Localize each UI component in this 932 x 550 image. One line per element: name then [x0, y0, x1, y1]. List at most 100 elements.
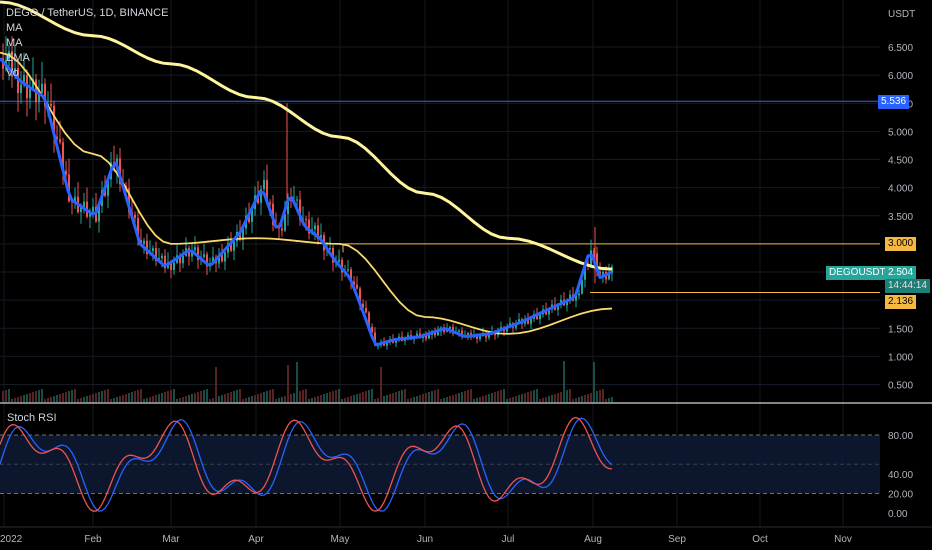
volume-bar: [182, 397, 184, 402]
candle-body: [536, 314, 538, 320]
indicator-ma1[interactable]: MA: [6, 22, 23, 34]
volume-bar: [278, 398, 280, 402]
volume-bar: [92, 394, 94, 402]
candle-body: [80, 206, 82, 213]
volume-bar: [116, 397, 118, 402]
candle-body: [317, 225, 319, 240]
volume-bar: [149, 397, 151, 402]
volume-bar: [563, 361, 565, 402]
volume-bar: [302, 390, 304, 402]
volume-bar: [422, 394, 424, 402]
candle-body: [230, 243, 232, 251]
candle-body: [458, 330, 460, 333]
volume-bar: [605, 399, 607, 402]
candle-body: [242, 228, 244, 241]
volume-bar: [530, 391, 532, 402]
volume-bar: [230, 392, 232, 402]
candle-body: [488, 334, 490, 338]
volume-bar: [146, 398, 148, 402]
volume-bar: [251, 396, 253, 402]
candle-body: [590, 250, 592, 266]
volume-bar: [260, 393, 262, 402]
volume-bar: [320, 395, 322, 402]
indicator-volume[interactable]: Vo: [6, 67, 19, 79]
volume-bar: [440, 399, 442, 402]
candle-body: [179, 255, 181, 264]
volume-bar: [494, 392, 496, 402]
candle-body: [59, 139, 61, 143]
candle-body: [134, 214, 136, 219]
candle-body: [62, 142, 64, 171]
symbol-title: DEGO / TetherUS, 1D, BINANCE: [6, 7, 169, 19]
candle-body: [173, 262, 175, 270]
candle-body: [248, 215, 250, 222]
indicator-ma2[interactable]: MA: [6, 37, 23, 49]
candle-body: [89, 211, 91, 217]
volume-bar: [470, 389, 472, 402]
price-axis-tick-label: 1.000: [888, 352, 913, 363]
volume-bar: [539, 399, 541, 402]
volume-bar: [197, 392, 199, 402]
candle-body: [566, 300, 568, 306]
candle-body: [29, 88, 31, 99]
volume-bar: [140, 389, 142, 402]
volume-bar: [548, 396, 550, 402]
volume-bar: [191, 394, 193, 402]
volume-bar: [449, 396, 451, 402]
volume-bar: [23, 395, 25, 402]
volume-bar: [458, 393, 460, 402]
candle-body: [596, 253, 598, 272]
candle-body: [365, 307, 367, 313]
volume-bar: [419, 395, 421, 402]
volume-bar: [215, 367, 217, 402]
candle-body: [461, 330, 463, 337]
stoch-rsi-tick-label: 80.00: [888, 431, 913, 442]
stoch-rsi-tick-label: 0.00: [888, 509, 908, 520]
candle-body: [260, 189, 262, 203]
level-top-price-tag: 3.000: [885, 237, 917, 251]
volume-bar: [233, 391, 235, 402]
candle-body: [14, 68, 16, 77]
candle-body: [557, 304, 559, 310]
candle-body: [152, 248, 154, 252]
volume-bar: [374, 399, 376, 402]
volume-bar: [536, 389, 538, 402]
volume-bar: [353, 395, 355, 402]
volume-bar: [416, 396, 418, 402]
candle-body: [602, 271, 604, 275]
volume-bar: [131, 392, 133, 402]
candle-body: [74, 196, 76, 203]
volume-bar: [212, 398, 214, 402]
volume-bar: [239, 389, 241, 402]
volume-bar: [398, 391, 400, 402]
volume-bar: [317, 396, 319, 402]
candle-body: [56, 136, 58, 140]
volume-bar: [485, 395, 487, 402]
candle-body: [548, 309, 550, 315]
volume-bar: [383, 396, 385, 402]
volume-bar: [611, 397, 613, 402]
candle-body: [347, 269, 349, 271]
candle-body: [338, 259, 340, 262]
volume-bar: [596, 391, 598, 402]
volume-bar: [104, 390, 106, 402]
price-axis-tick-label: 5.000: [888, 127, 913, 138]
time-axis-label: Aug: [584, 534, 602, 545]
candle-body: [584, 265, 586, 280]
volume-bar: [296, 362, 298, 402]
volume-bar: [290, 394, 292, 402]
volume-bar: [32, 392, 34, 402]
volume-bar: [545, 397, 547, 402]
volume-bar: [2, 391, 4, 402]
volume-bar: [113, 398, 115, 402]
volume-bar: [509, 398, 511, 402]
candle-body: [341, 259, 343, 273]
volume-bar: [365, 391, 367, 402]
volume-bar: [392, 393, 394, 402]
price-axis-tick-label: 0.500: [888, 381, 913, 392]
indicator-ema[interactable]: EMA: [6, 52, 30, 64]
stoch-rsi-k-line: [0, 417, 613, 512]
candle-body: [395, 339, 397, 343]
